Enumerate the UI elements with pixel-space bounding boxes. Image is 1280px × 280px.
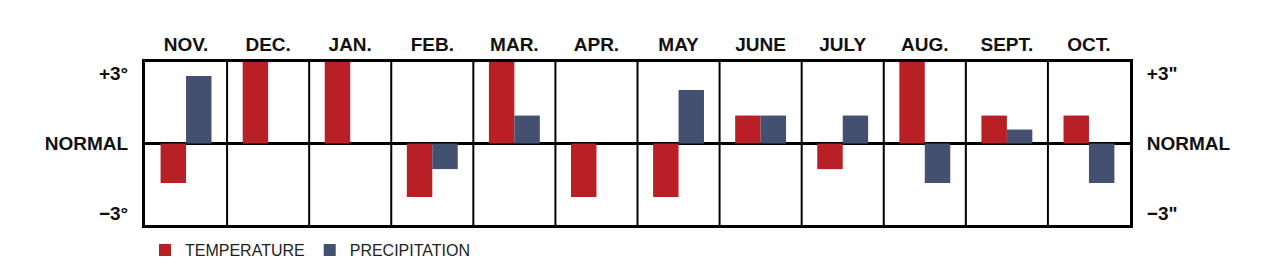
svg-text:AUG.: AUG. — [901, 34, 949, 55]
svg-text:JULY: JULY — [819, 34, 866, 55]
svg-text:MAY: MAY — [658, 34, 699, 55]
svg-text:PRECIPITATION: PRECIPITATION — [350, 242, 470, 259]
svg-text:NORMAL: NORMAL — [1147, 133, 1231, 154]
svg-text:+3°: +3° — [99, 63, 128, 84]
svg-text:OCT.: OCT. — [1067, 34, 1110, 55]
svg-text:FEB.: FEB. — [411, 34, 454, 55]
svg-text:NORMAL: NORMAL — [45, 133, 129, 154]
svg-text:−3°: −3° — [99, 203, 128, 224]
svg-text:TEMPERATURE: TEMPERATURE — [185, 242, 305, 259]
svg-text:+3": +3" — [1147, 63, 1178, 84]
svg-text:−3": −3" — [1147, 203, 1178, 224]
svg-text:JAN.: JAN. — [329, 34, 372, 55]
svg-text:DEC.: DEC. — [245, 34, 290, 55]
svg-text:NOV.: NOV. — [164, 34, 209, 55]
svg-text:APR.: APR. — [574, 34, 619, 55]
svg-text:JUNE: JUNE — [735, 34, 786, 55]
svg-text:SEPT.: SEPT. — [980, 34, 1033, 55]
svg-text:MAR.: MAR. — [490, 34, 539, 55]
